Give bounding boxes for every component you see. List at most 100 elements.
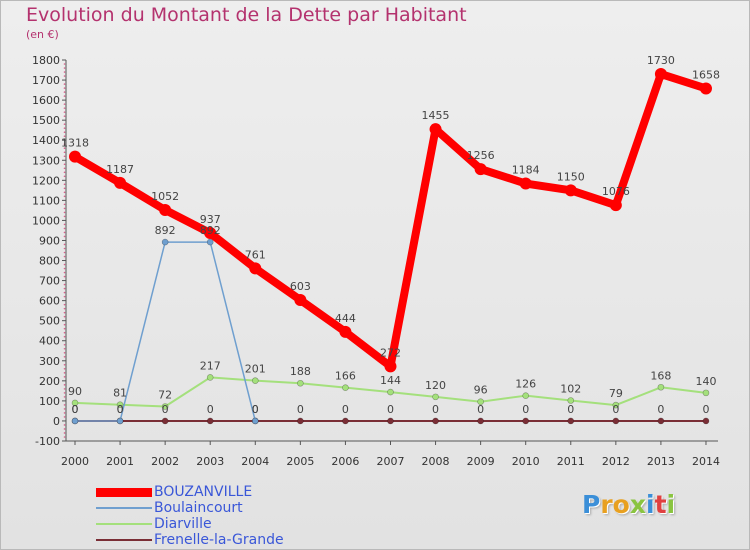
y-tick-label: 1100 [32,194,60,207]
data-point-bouzanville [429,123,442,136]
y-axis-minor-tick [63,267,66,270]
y-axis-minor-tick [63,408,66,410]
data-label-bouzanville: 272 [380,346,401,359]
data-point-bouzanville [654,68,667,81]
chart-series [69,68,712,425]
y-axis-minor-tick [63,163,66,166]
data-point-frenelle-la-grande [522,417,530,425]
data-point-boulaincourt [206,238,214,246]
logo-letter: i [646,490,655,519]
chart-legend: BOUZANVILLE Boulaincourt Diarville Frene… [96,484,284,548]
data-label-frenelle-la-grande: 0 [162,403,169,416]
y-axis-minor-tick [63,247,66,250]
y-tick-label: 0 [53,415,60,428]
data-label-bouzanville: 1076 [602,185,630,198]
chart-data-labels: 1318 1187 1052 937 761 603 444 272 1455 1256 1184 1… [61,54,720,416]
data-label-bouzanville: 1658 [692,68,720,81]
y-axis-minor-tick [63,107,66,109]
y-axis-minor-tick [63,231,66,234]
data-point-diarville [657,383,665,391]
data-label-diarville: 72 [158,389,172,402]
y-tick-label: 700 [39,275,60,288]
chart-axes: -100010020030040050060070080090010001100… [32,54,720,468]
y-axis-minor-tick [63,207,66,210]
x-tick-label: 2014 [692,455,720,468]
data-point-bouzanville [519,177,532,190]
y-axis-minor-tick [63,131,66,133]
data-label-diarville: 126 [515,378,536,391]
y-axis-minor-tick [63,347,66,350]
y-axis-minor-tick [63,404,66,406]
data-point-diarville [251,377,259,384]
y-axis-minor-tick [63,167,66,170]
y-axis-minor-tick [63,155,66,158]
logo-letter: x [629,490,646,519]
y-tick-label: 1700 [32,74,60,87]
y-axis-minor-tick [63,67,66,69]
x-tick-label: 2000 [61,455,89,468]
y-axis-minor-tick [63,364,66,366]
legend-swatch-diarville [96,523,152,525]
x-tick-label: 2010 [512,455,540,468]
y-axis-minor-tick [63,283,66,286]
data-point-bouzanville [609,199,622,212]
x-tick-label: 2005 [286,455,314,468]
y-axis-minor-tick [63,111,66,113]
y-axis-minor-tick [63,412,66,414]
legend-item-bouzanville: BOUZANVILLE [96,484,284,500]
logo-letter: i [666,490,676,519]
y-axis-minor-tick [63,227,66,230]
data-point-diarville [116,401,124,409]
y-axis-minor-tick [63,251,66,254]
legend-label-frenelle-la-grande: Frenelle-la-Grande [154,532,284,548]
data-point-frenelle-la-grande [432,417,439,425]
data-label-bouzanville: 1730 [647,54,675,67]
series-line-bouzanville [71,70,710,371]
y-axis-minor-tick [63,291,66,294]
legend-label-diarville: Diarville [154,516,212,532]
data-point-boulaincourt [161,238,169,246]
data-point-diarville [612,401,620,409]
y-tick-label: 100 [39,395,60,408]
x-tick-label: 2001 [106,455,134,468]
data-label-bouzanville: 937 [200,213,221,226]
data-label-bouzanville: 603 [290,280,311,293]
data-label-diarville: 81 [113,387,127,400]
y-axis-minor-tick [63,376,66,378]
y-axis-minor-tick [63,83,66,85]
x-tick-label: 2013 [647,455,675,468]
logo-letter: r [600,490,613,519]
legend-swatch-boulaincourt [96,507,152,509]
y-tick-label: 300 [39,355,60,368]
data-point-bouzanville [204,227,217,240]
y-axis-minor-tick [63,295,66,298]
y-axis-minor-tick [63,75,66,77]
data-point-bouzanville [699,82,712,95]
data-label-bouzanville: 761 [245,248,266,261]
y-axis-minor-tick [63,123,66,125]
data-point-frenelle-la-grande [387,417,394,425]
y-axis-minor-tick [63,215,66,218]
data-label-boulaincourt: 0 [72,403,79,416]
y-axis-minor-tick [63,255,66,258]
data-point-diarville [432,393,439,401]
data-point-boulaincourt [71,417,79,425]
data-label-bouzanville: 1256 [467,149,495,162]
y-axis-minor-tick [63,396,66,398]
data-label-frenelle-la-grande: 0 [657,403,664,416]
y-axis-minor-tick [63,384,66,386]
data-point-bouzanville [294,294,307,307]
data-point-bouzanville [159,203,172,216]
y-axis-minor-tick [63,223,66,226]
data-point-frenelle-la-grande [342,417,349,425]
data-label-frenelle-la-grande: 0 [342,403,349,416]
data-label-bouzanville: 1052 [151,190,179,203]
legend-item-diarville: Diarville [96,516,284,532]
y-tick-label: 1200 [32,174,60,187]
data-label-diarville: 79 [609,387,623,400]
data-point-diarville [567,397,575,404]
data-label-diarville: 120 [425,379,446,392]
y-axis-minor-tick [63,307,66,310]
data-label-bouzanville: 1318 [61,137,89,150]
data-label-frenelle-la-grande: 0 [207,403,214,416]
